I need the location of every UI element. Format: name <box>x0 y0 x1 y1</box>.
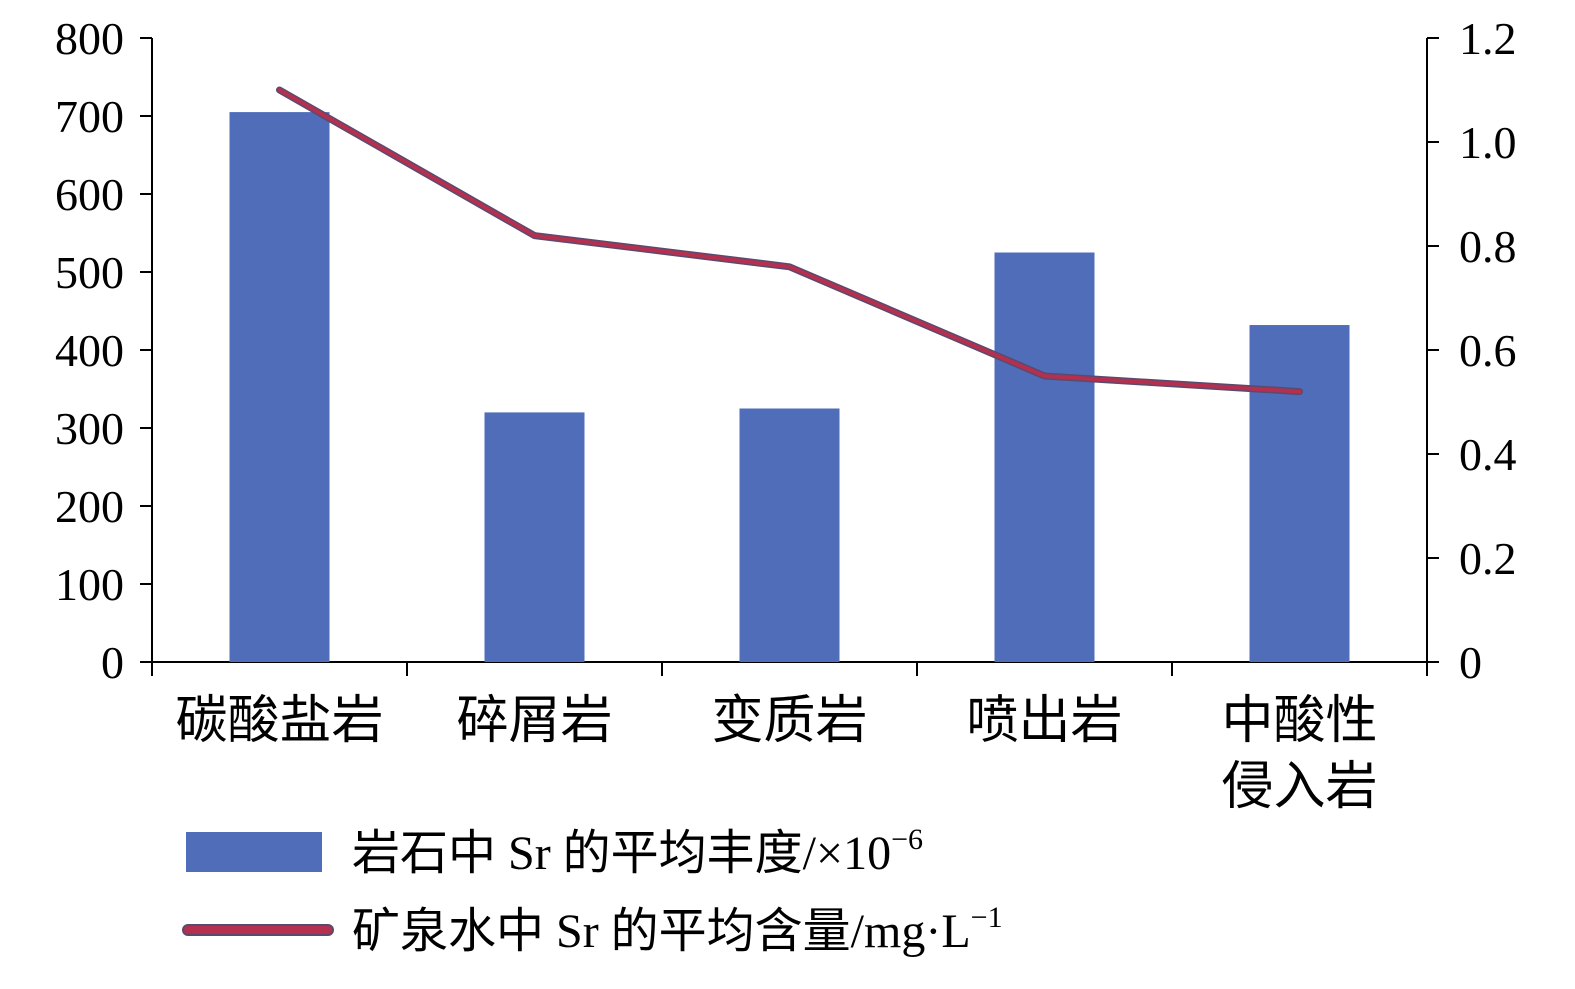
bar <box>484 412 585 662</box>
left-y-tick-label: 200 <box>55 481 124 532</box>
x-category-label: 碎屑岩 <box>456 693 612 750</box>
line-series <box>277 88 1302 394</box>
legend-label: 矿泉水中 Sr 的平均含量/mg·L−1 <box>352 901 1003 958</box>
right-y-tick-label: 1.2 <box>1459 13 1517 64</box>
right-y-tick-label: 0.4 <box>1459 429 1517 480</box>
left-y-tick-label: 300 <box>55 403 124 454</box>
labels-layer: 0 100 200 300 400 500 600 700 800 0 0.2 0.4 0.6 0.8 1.… <box>55 13 1517 816</box>
legend: 岩石中 Sr 的平均丰度/×10−6 矿泉水中 Sr 的平均含量/mg·L−1 <box>182 823 1003 958</box>
x-category-label: 碳酸盐岩 <box>175 693 383 750</box>
left-y-tick-label: 500 <box>55 247 124 298</box>
left-y-tick-label: 800 <box>55 13 124 64</box>
bar <box>994 252 1095 662</box>
line-point <box>1043 374 1046 378</box>
right-y-tick-label: 0.8 <box>1459 221 1517 272</box>
line-point <box>278 88 281 92</box>
legend-label: 岩石中 Sr 的平均丰度/×10−6 <box>352 823 923 880</box>
x-category-label: 喷出岩 <box>966 693 1122 750</box>
left-y-tick-label: 600 <box>55 169 124 220</box>
right-y-tick-label: 0.6 <box>1459 325 1517 376</box>
bars-layer <box>229 112 1350 663</box>
line-point <box>533 234 536 238</box>
left-y-tick-label: 700 <box>55 91 124 142</box>
bar <box>1249 325 1350 662</box>
bar <box>739 408 840 662</box>
line-point <box>788 265 791 269</box>
right-y-tick-label: 0 <box>1459 637 1482 688</box>
line-series-shadow <box>276 86 1303 396</box>
line-layer <box>276 86 1303 396</box>
line-point <box>1298 390 1301 394</box>
x-category-label: 中酸性 <box>1221 693 1377 750</box>
bar <box>229 112 330 663</box>
left-y-tick-label: 400 <box>55 325 124 376</box>
left-y-tick-label: 0 <box>101 637 124 688</box>
x-category-label: 变质岩 <box>711 693 867 750</box>
right-y-tick-label: 0.2 <box>1459 533 1517 584</box>
legend-bar-swatch <box>186 832 322 872</box>
x-category-label: 侵入岩 <box>1221 759 1377 816</box>
left-y-tick-label: 100 <box>55 559 124 610</box>
right-y-tick-label: 1.0 <box>1459 117 1517 168</box>
